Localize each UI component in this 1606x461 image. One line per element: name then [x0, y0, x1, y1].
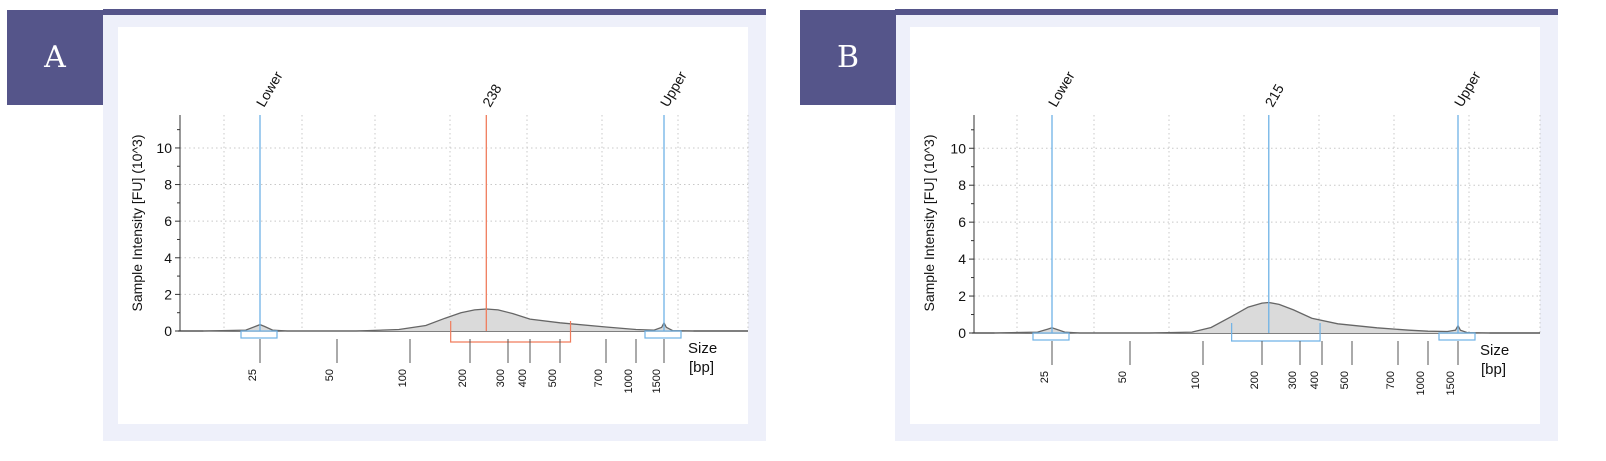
panel-b-x-axis-label-line1: Size: [1480, 342, 1509, 359]
panel-b-y-tick-label: 4: [958, 251, 966, 267]
panel-a-label: A: [7, 10, 103, 105]
panel-b-x-tick-label: 1000: [1415, 371, 1427, 395]
panel-b-plot-area: [910, 27, 1540, 424]
panel-b-y-axis-label: Sample Intensity [FU] (10^3): [921, 135, 937, 312]
panel-a-y-tick-label: 8: [164, 177, 172, 193]
panel-a-marker-label-upper: Upper: [657, 68, 690, 109]
panel-a-y-axis-label: Sample Intensity [FU] (10^3): [129, 135, 145, 312]
panel-b-label: B: [800, 10, 896, 105]
panel-a-region-bracket: [450, 321, 572, 343]
panel-b-x-tick-label: 400: [1309, 371, 1321, 389]
panel-a-x-tick-label: 100: [397, 369, 409, 387]
panel-a-y-tick-label: 10: [156, 140, 172, 156]
panel-b-ladder-bracket: [1438, 332, 1476, 341]
panel-b-marker-label-lower: Lower: [1045, 68, 1078, 109]
panel-a-plot-area: [118, 27, 748, 424]
panel-b-y-tick-label: 0: [958, 325, 966, 341]
panel-b-x-tick-label: 700: [1385, 371, 1397, 389]
panel-b-trace-fill: [994, 302, 1490, 333]
panel-a-ladder-bracket: [644, 330, 682, 339]
panel-b-x-tick-label: 100: [1190, 371, 1202, 389]
panel-b-x-tick-label: 200: [1249, 371, 1261, 389]
panel-a-x-tick-label: 25: [247, 369, 259, 381]
panel-b-x-tick-label: 300: [1287, 371, 1299, 389]
panel-b-x-tick-label: 50: [1117, 371, 1129, 383]
panel-a-x-tick-label: 700: [593, 369, 605, 387]
panel-b-ladder-bracket: [1032, 332, 1070, 341]
panel-b-y-tick-label: 10: [950, 140, 966, 156]
panel-a-marker-label-238: 238: [479, 81, 505, 109]
panel-a-x-axis-label-line1: Size: [688, 340, 717, 357]
panel-b-x-axis-label-line2: [bp]: [1481, 361, 1506, 378]
panel-b-x-tick-label: 500: [1339, 371, 1351, 389]
panel-b-x-tick-label: 1500: [1445, 371, 1457, 395]
panel-b-x-tick-label: 25: [1039, 371, 1051, 383]
panel-a-x-tick-label: 1500: [651, 369, 663, 393]
panel-b-y-tick-label: 8: [958, 177, 966, 193]
panel-a-y-tick-label: 0: [164, 323, 172, 339]
panel-a-x-tick-label: 300: [495, 369, 507, 387]
panel-b-y-tick-label: 6: [958, 214, 966, 230]
panel-b-marker-label-upper: Upper: [1451, 68, 1484, 109]
panel-a-x-tick-label: 200: [457, 369, 469, 387]
panel-a-y-tick-label: 2: [164, 286, 172, 302]
panel-a-ladder-bracket: [240, 330, 278, 339]
panel-b-region-bracket: [1231, 323, 1321, 342]
panel-a-y-tick-label: 6: [164, 213, 172, 229]
panel-a-y-tick-label: 4: [164, 250, 172, 266]
panel-a-x-tick-label: 1000: [623, 369, 635, 393]
panel-a-x-axis-label-line2: [bp]: [689, 359, 714, 376]
panel-b-trace-line: [994, 301, 1490, 334]
panel-a-marker-label-lower: Lower: [253, 68, 286, 109]
panel-b-marker-label-215: 215: [1262, 81, 1288, 109]
panel-a-x-tick-label: 50: [324, 369, 336, 381]
panel-a-x-tick-label: 500: [547, 369, 559, 387]
panel-a-trace-line: [203, 308, 694, 332]
panel-a-x-tick-label: 400: [517, 369, 529, 387]
panel-b-y-tick-label: 2: [958, 288, 966, 304]
